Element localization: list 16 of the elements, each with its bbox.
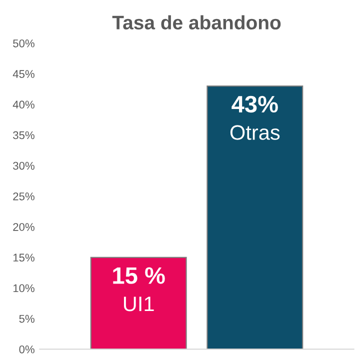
x-tick-label: Otras xyxy=(230,125,280,140)
y-tick-label: 5% xyxy=(19,314,34,323)
y-tick-label: 10% xyxy=(13,284,34,292)
y-tick-label: 50% xyxy=(13,39,34,48)
chart-title: Tasa de abandono xyxy=(112,15,281,30)
data-label: 43% xyxy=(232,96,278,113)
data-label: 15 % xyxy=(113,267,165,284)
y-tick-label: 15% xyxy=(13,254,34,262)
y-tick-label: 35% xyxy=(13,131,34,140)
y-tick-label: 20% xyxy=(13,223,34,231)
y-tick-label: 40% xyxy=(12,100,34,109)
y-tick-label: 25% xyxy=(13,192,34,200)
y-tick-label: 45% xyxy=(12,70,34,78)
x-tick-label: UI1 xyxy=(124,296,154,312)
y-tick-label: 0% xyxy=(19,345,34,354)
y-tick-label: 30% xyxy=(13,162,34,170)
